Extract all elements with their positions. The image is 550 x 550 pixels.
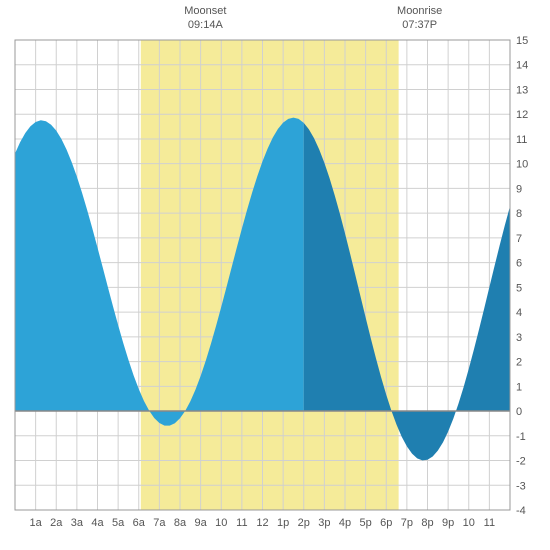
x-tick-label: 9a <box>195 517 208 529</box>
y-tick-label: -4 <box>516 505 526 517</box>
y-tick-label: -2 <box>516 456 526 468</box>
y-tick-label: 9 <box>516 183 522 195</box>
moonset-annotation: Moonset09:14A <box>170 4 240 33</box>
moonrise-annotation: Moonrise07:37P <box>385 4 455 33</box>
moonrise-time: 07:37P <box>385 18 455 32</box>
x-tick-label: 7p <box>401 517 413 529</box>
tide-chart: -4-3-2-101234567891011121314151a2a3a4a5a… <box>0 0 550 550</box>
y-tick-label: 11 <box>516 134 527 146</box>
x-tick-label: 5a <box>112 517 125 529</box>
x-tick-label: 3p <box>318 517 330 529</box>
x-tick-label: 11 <box>236 517 247 529</box>
x-tick-label: 2p <box>298 517 310 529</box>
chart-svg: -4-3-2-101234567891011121314151a2a3a4a5a… <box>0 0 550 550</box>
y-tick-label: 12 <box>516 109 528 121</box>
x-tick-label: 8p <box>421 517 433 529</box>
x-tick-label: 4a <box>91 517 104 529</box>
y-tick-label: 14 <box>516 60 528 72</box>
y-tick-label: 6 <box>516 258 522 270</box>
x-tick-label: 6a <box>133 517 146 529</box>
y-tick-label: 2 <box>516 357 522 369</box>
x-tick-label: 10 <box>463 517 475 529</box>
y-tick-label: 4 <box>516 307 522 319</box>
y-tick-label: 1 <box>516 381 522 393</box>
x-tick-label: 2a <box>50 517 63 529</box>
y-tick-label: 10 <box>516 159 528 171</box>
x-tick-label: 1a <box>30 517 43 529</box>
moonset-time: 09:14A <box>170 18 240 32</box>
x-tick-label: 1p <box>277 517 289 529</box>
y-tick-label: 3 <box>516 332 522 344</box>
moonset-title: Moonset <box>170 4 240 18</box>
x-tick-label: 3a <box>71 517 84 529</box>
x-tick-label: 4p <box>339 517 351 529</box>
y-tick-label: -1 <box>516 431 526 443</box>
x-tick-label: 9p <box>442 517 454 529</box>
x-tick-label: 8a <box>174 517 187 529</box>
x-tick-label: 12 <box>256 517 268 529</box>
y-tick-label: -3 <box>516 480 526 492</box>
y-tick-label: 0 <box>516 406 522 418</box>
y-tick-label: 8 <box>516 208 522 220</box>
y-tick-label: 13 <box>516 84 528 96</box>
x-tick-label: 11 <box>484 517 495 529</box>
x-tick-label: 7a <box>153 517 166 529</box>
x-tick-label: 6p <box>380 517 392 529</box>
y-tick-label: 15 <box>516 35 528 47</box>
moonrise-title: Moonrise <box>385 4 455 18</box>
y-tick-label: 5 <box>516 282 522 294</box>
x-tick-label: 5p <box>360 517 372 529</box>
y-tick-label: 7 <box>516 233 522 245</box>
x-tick-label: 10 <box>215 517 227 529</box>
